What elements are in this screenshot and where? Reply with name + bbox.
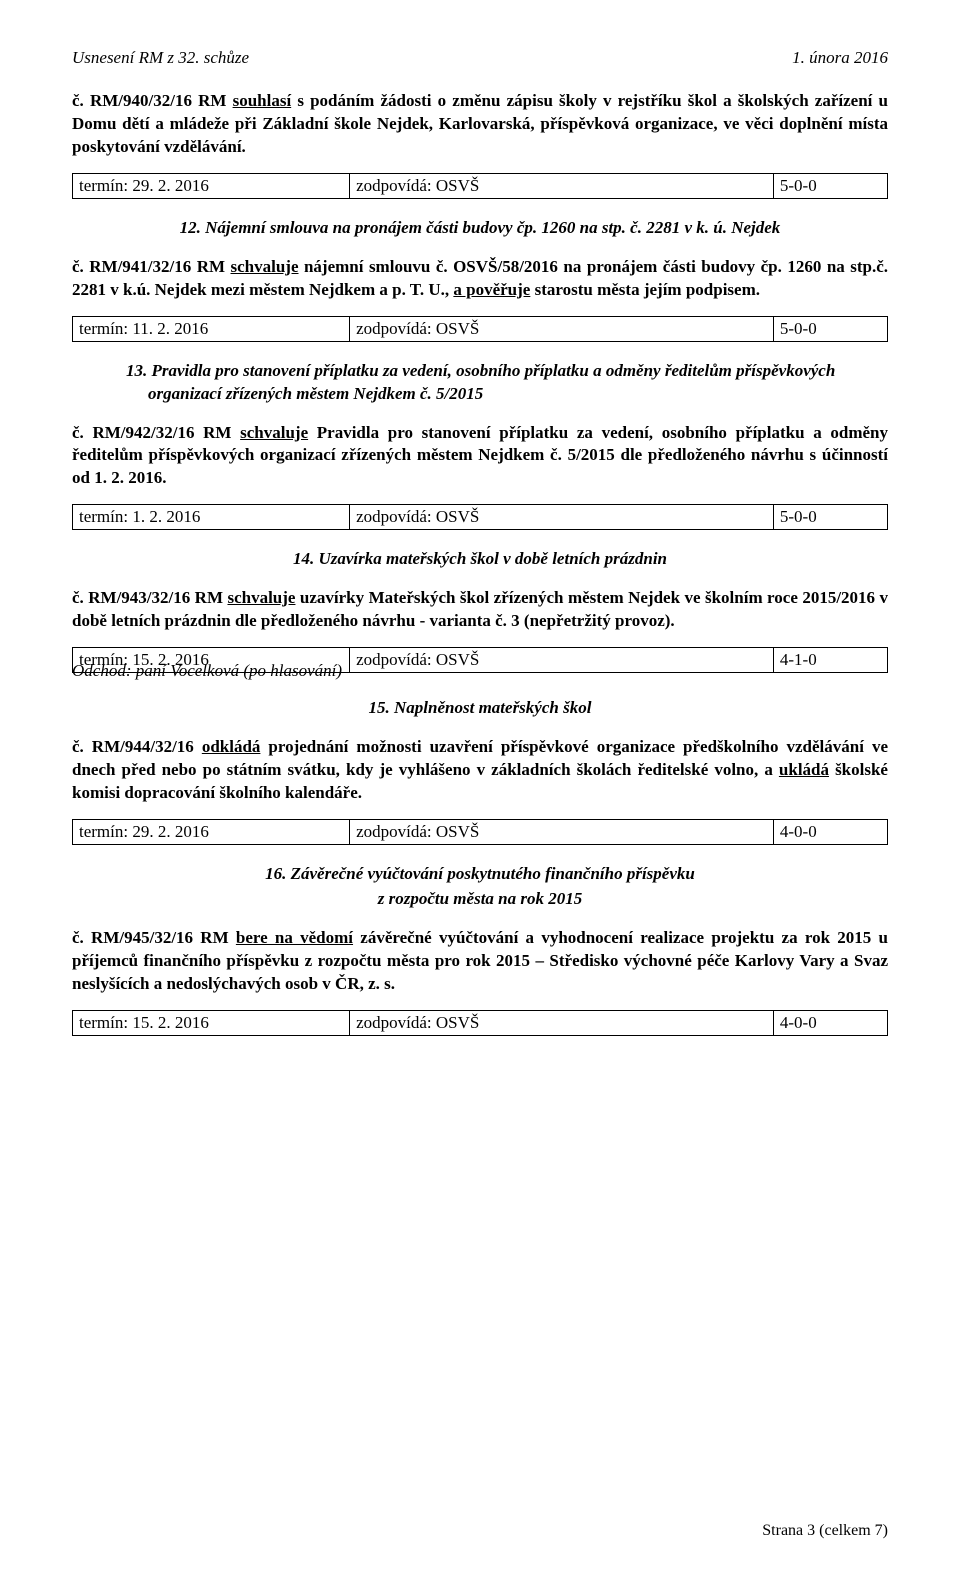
table-row: termín: 29. 2. 2016 zodpovídá: OSVŠ 5-0-… [73, 173, 888, 198]
resp-cell: zodpovídá: OSVŠ [350, 316, 774, 341]
header-right: 1. února 2016 [792, 48, 888, 68]
section-15-title: 15. Naplněnost mateřských škol [113, 697, 847, 720]
res-944-prefix: č. RM/944/32/16 [72, 737, 202, 756]
resolution-943: č. RM/943/32/16 RM schvaluje uzavírky Ma… [72, 587, 888, 633]
section-14-title: 14. Uzavírka mateřských škol v době letn… [113, 548, 847, 571]
term-cell: termín: 29. 2. 2016 [73, 173, 350, 198]
resp-cell: zodpovídá: OSVŠ [350, 1010, 774, 1035]
table-row: termín: 11. 2. 2016 zodpovídá: OSVŠ 5-0-… [73, 316, 888, 341]
vote-cell: 4-0-0 [773, 819, 887, 844]
res-941-action: schvaluje [231, 257, 299, 276]
resolution-942: č. RM/942/32/16 RM schvaluje Pravidla pr… [72, 422, 888, 491]
res-944-action1: odkládá [202, 737, 261, 756]
res-942-prefix: č. RM/942/32/16 RM [72, 423, 240, 442]
resp-cell: zodpovídá: OSVŠ [350, 819, 774, 844]
section-16-title-line1: 16. Závěrečné vyúčtování poskytnutého fi… [113, 863, 847, 886]
table-row: termín: 15. 2. 2016 zodpovídá: OSVŠ 4-0-… [73, 1010, 888, 1035]
table-row: termín: 1. 2. 2016 zodpovídá: OSVŠ 5-0-0 [73, 505, 888, 530]
header-left: Usnesení RM z 32. schůze [72, 48, 249, 68]
res-943-action: schvaluje [227, 588, 295, 607]
vote-cell: 5-0-0 [773, 173, 887, 198]
term-table-944: termín: 29. 2. 2016 zodpovídá: OSVŠ 4-0-… [72, 819, 888, 845]
term-table-942: termín: 1. 2. 2016 zodpovídá: OSVŠ 5-0-0 [72, 504, 888, 530]
page: Usnesení RM z 32. schůze 1. února 2016 č… [0, 0, 960, 1580]
res-941-end: starostu města jejím podpisem. [530, 280, 760, 299]
resolution-944: č. RM/944/32/16 odkládá projednání možno… [72, 736, 888, 805]
odchod-note: Odchod: paní Vocelková (po hlasování) [72, 661, 888, 681]
res-940-action: souhlasí [233, 91, 292, 110]
term-cell: termín: 15. 2. 2016 [73, 1010, 350, 1035]
table-row: termín: 29. 2. 2016 zodpovídá: OSVŠ 4-0-… [73, 819, 888, 844]
res-945-prefix: č. RM/945/32/16 RM [72, 928, 236, 947]
term-table-941: termín: 11. 2. 2016 zodpovídá: OSVŠ 5-0-… [72, 316, 888, 342]
vote-cell: 5-0-0 [773, 316, 887, 341]
term-cell: termín: 11. 2. 2016 [73, 316, 350, 341]
resolution-940: č. RM/940/32/16 RM souhlasí s podáním žá… [72, 90, 888, 159]
res-945-action: bere na vědomí [236, 928, 353, 947]
section-13-title: 13. Pravidla pro stanovení příplatku za … [126, 360, 888, 406]
term-table-945: termín: 15. 2. 2016 zodpovídá: OSVŠ 4-0-… [72, 1010, 888, 1036]
term-table-940: termín: 29. 2. 2016 zodpovídá: OSVŠ 5-0-… [72, 173, 888, 199]
res-940-prefix: č. RM/940/32/16 RM [72, 91, 233, 110]
vote-cell: 5-0-0 [773, 505, 887, 530]
page-header: Usnesení RM z 32. schůze 1. února 2016 [72, 48, 888, 68]
page-footer: Strana 3 (celkem 7) [762, 1522, 888, 1540]
res-941-prefix: č. RM/941/32/16 RM [72, 257, 231, 276]
resp-cell: zodpovídá: OSVŠ [350, 505, 774, 530]
resolution-945: č. RM/945/32/16 RM bere na vědomí závěre… [72, 927, 888, 996]
section-16-title-line2: z rozpočtu města na rok 2015 [113, 888, 847, 911]
res-944-action2: ukládá [779, 760, 829, 779]
res-943-prefix: č. RM/943/32/16 RM [72, 588, 227, 607]
res-941-tail-bold: a pověřuje [453, 280, 530, 299]
section-12-title: 12. Nájemní smlouva na pronájem části bu… [113, 217, 847, 240]
term-cell: termín: 29. 2. 2016 [73, 819, 350, 844]
resolution-941: č. RM/941/32/16 RM schvaluje nájemní sml… [72, 256, 888, 302]
resp-cell: zodpovídá: OSVŠ [350, 173, 774, 198]
term-cell: termín: 1. 2. 2016 [73, 505, 350, 530]
vote-cell: 4-0-0 [773, 1010, 887, 1035]
res-942-action: schvaluje [240, 423, 308, 442]
